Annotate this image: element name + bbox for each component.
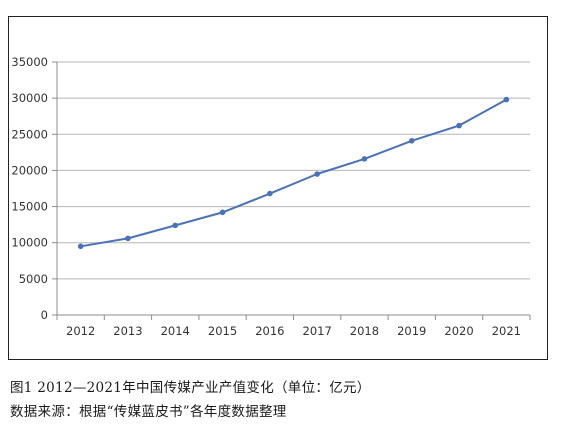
- data-point: [125, 235, 131, 242]
- y-tick-label: 25000: [11, 127, 48, 141]
- x-tick-label: 2021: [492, 324, 521, 338]
- y-tick-label: 20000: [11, 163, 48, 177]
- x-tick-label: 2016: [255, 324, 284, 338]
- data-point: [219, 209, 226, 216]
- data-point: [503, 96, 510, 103]
- line-chart: 0 5000 10000 15000 20000 25000 30000 35000 2012 2…: [11, 55, 531, 338]
- x-tick-label: 2019: [397, 324, 426, 338]
- figure-caption: 图1 2012—2021年中国传媒产业产值变化（单位：亿元）: [10, 380, 371, 396]
- data-point: [361, 156, 368, 162]
- data-point: [456, 122, 462, 129]
- y-tick-label: 15000: [11, 200, 48, 214]
- x-tick-label: 2014: [161, 324, 190, 338]
- data-point: [172, 222, 179, 229]
- series-line: [79, 98, 508, 248]
- x-tick-label: 2013: [113, 324, 142, 338]
- data-point: [267, 190, 273, 197]
- y-tick-label: 10000: [11, 236, 48, 250]
- x-tick-label: 2020: [444, 324, 473, 338]
- y-tick-label: 30000: [11, 91, 48, 105]
- data-point: [77, 243, 84, 250]
- data-source-note: 数据来源：根据“传媒蓝皮书”各年度数据整理: [10, 404, 287, 420]
- x-tick-label: 2012: [66, 324, 95, 338]
- chart-frame: 0 5000 10000 15000 20000 25000 30000 35000 2012 2…: [8, 16, 548, 360]
- data-point: [408, 137, 415, 144]
- data-point: [314, 171, 320, 177]
- x-tick-label: 2017: [303, 324, 332, 338]
- x-tick-label: 2018: [350, 324, 379, 338]
- y-tick-label: 0: [41, 308, 48, 322]
- y-tick-label: 5000: [19, 272, 48, 286]
- x-tick-label: 2015: [208, 324, 237, 338]
- y-tick-label: 35000: [11, 55, 48, 69]
